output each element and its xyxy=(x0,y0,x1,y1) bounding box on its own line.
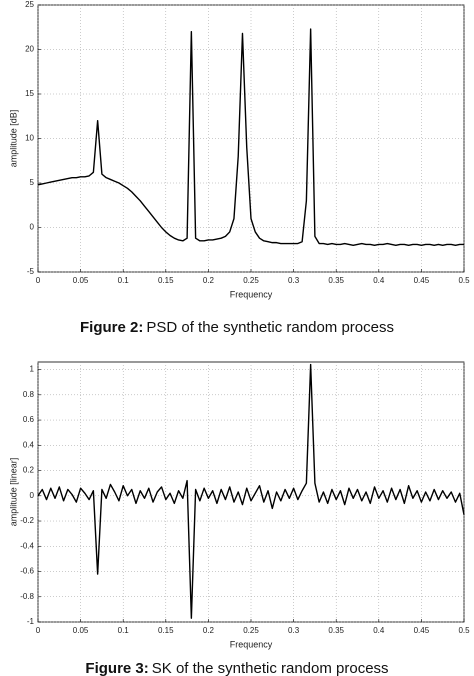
y-tick-label: -0.6 xyxy=(20,567,34,576)
caption-label: Figure 3: xyxy=(85,660,148,676)
x-tick-label: 0.3 xyxy=(288,276,300,285)
y-tick-label: 0 xyxy=(30,491,35,500)
y-tick-label: 10 xyxy=(25,134,34,143)
caption-text: PSD of the synthetic random process xyxy=(146,319,394,336)
x-tick-label: 0.1 xyxy=(118,276,130,285)
y-tick-label: 5 xyxy=(30,178,35,187)
y-tick-label: -1 xyxy=(27,617,35,626)
x-tick-label: 0.3 xyxy=(288,626,300,635)
x-tick-label: 0.35 xyxy=(328,626,344,635)
y-axis-label: amplitude [dB] xyxy=(8,110,18,168)
figure-caption: Figure 2: PSD of the synthetic random pro… xyxy=(80,319,394,336)
x-tick-label: 0 xyxy=(36,626,41,635)
x-tick-label: 0.4 xyxy=(373,276,385,285)
x-tick-label: 0.1 xyxy=(118,626,130,635)
caption-label: Figure 2: xyxy=(80,319,143,336)
x-tick-label: 0.25 xyxy=(243,276,259,285)
x-axis-label: Frequency xyxy=(230,289,273,299)
x-tick-label: 0.25 xyxy=(243,626,259,635)
y-axis-label: amplitude [linear] xyxy=(8,458,18,527)
x-tick-label: 0.15 xyxy=(158,276,174,285)
series-line xyxy=(37,28,464,246)
y-tick-label: 0.2 xyxy=(23,466,35,475)
caption-text: SK of the synthetic random process xyxy=(152,660,389,676)
y-tick-label: 0 xyxy=(30,223,35,232)
x-tick-label: 0.2 xyxy=(203,626,215,635)
y-tick-label: -5 xyxy=(27,267,35,276)
y-tick-label: 20 xyxy=(25,45,34,54)
y-tick-label: -0.4 xyxy=(20,541,34,550)
x-tick-label: 0 xyxy=(36,276,41,285)
y-tick-label: 15 xyxy=(25,89,34,98)
y-tick-label: 0.6 xyxy=(23,415,35,424)
x-tick-label: 0.45 xyxy=(414,276,430,285)
y-tick-label: 0.8 xyxy=(23,390,35,399)
y-tick-label: 0.4 xyxy=(23,440,35,449)
x-tick-label: 0.35 xyxy=(328,276,344,285)
x-tick-label: 0.15 xyxy=(158,626,174,635)
x-axis-label: Frequency xyxy=(230,639,273,649)
x-tick-label: 0.5 xyxy=(458,626,470,635)
x-tick-label: 0.2 xyxy=(203,276,215,285)
y-tick-label: -0.2 xyxy=(20,516,34,525)
figure-caption: Figure 3: SK of the synthetic random proc… xyxy=(85,660,388,676)
y-tick-label: 25 xyxy=(25,0,34,9)
x-tick-label: 0.05 xyxy=(73,276,89,285)
x-tick-label: 0.05 xyxy=(73,626,89,635)
x-tick-label: 0.4 xyxy=(373,626,385,635)
x-tick-label: 0.5 xyxy=(458,276,470,285)
y-tick-label: 1 xyxy=(30,365,35,374)
x-tick-label: 0.45 xyxy=(414,626,430,635)
series-line xyxy=(37,363,465,619)
y-tick-label: -0.8 xyxy=(20,592,34,601)
